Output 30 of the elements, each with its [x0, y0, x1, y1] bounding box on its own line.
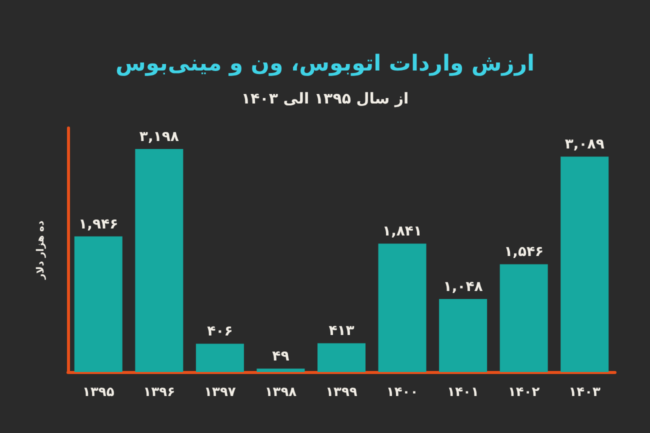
x-tick-label: ۱۴۰۳	[568, 385, 601, 400]
x-tick-label: ۱۳۹۷	[204, 385, 236, 400]
chart-subtitle: از سال ۱۳۹۵ الی ۱۴۰۳	[241, 90, 409, 108]
bar	[378, 244, 426, 372]
data-label: ۳,۰۸۹	[564, 136, 605, 153]
bar	[74, 236, 122, 372]
x-tick-label: ۱۳۹۶	[143, 385, 176, 400]
data-label: ۱,۹۴۶	[78, 216, 118, 232]
data-label: ۴۹	[272, 348, 290, 365]
x-tick-label: ۱۳۹۸	[264, 385, 297, 400]
data-label: ۱,۸۴۱	[382, 224, 422, 240]
y-axis-title: ده هزار دلار	[36, 220, 46, 280]
chart-title: ارزش واردات اتوبوس، ون و مینی‌بوس	[115, 52, 535, 76]
data-label: ۳,۱۹۸	[139, 129, 180, 146]
x-tick-label: ۱۳۹۹	[326, 385, 358, 400]
x-tick-label: ۱۴۰۲	[508, 385, 540, 400]
x-tick-label: ۱۳۹۵	[82, 385, 114, 400]
bar	[196, 344, 244, 372]
data-label: ۴۱۳	[328, 323, 355, 340]
bar	[318, 343, 366, 372]
data-label: ۴۰۶	[207, 324, 233, 340]
x-tick-label: ۱۴۰۱	[447, 385, 479, 400]
data-label: ۱,۵۴۶	[504, 244, 544, 260]
bar	[500, 264, 548, 372]
bar	[256, 368, 305, 372]
bar	[560, 156, 609, 372]
data-label: ۱,۰۴۸	[443, 278, 484, 295]
x-tick-label: ۱۴۰۰	[386, 385, 418, 400]
bar	[439, 298, 488, 372]
bar	[135, 149, 184, 372]
